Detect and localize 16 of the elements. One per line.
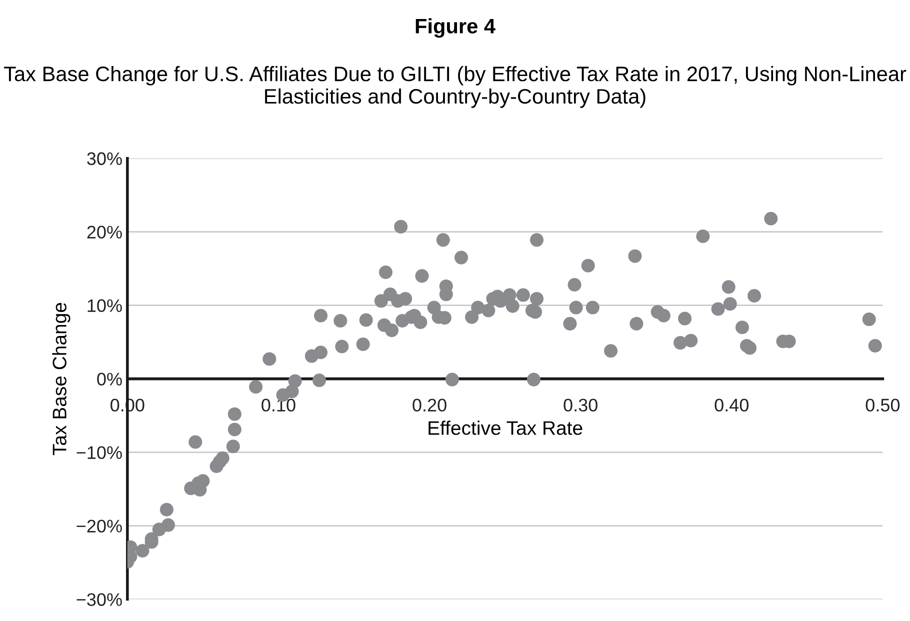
y-tick-label: 10% xyxy=(88,299,122,312)
y-tick-label: 0% xyxy=(97,372,122,386)
y-tick-label: −10% xyxy=(76,446,122,460)
y-axis-title: Tax Base Change xyxy=(52,302,70,456)
x-tick-label: 0.10 xyxy=(262,398,296,412)
x-tick-label: 0.40 xyxy=(714,398,749,412)
x-tick-label: 0.30 xyxy=(564,398,598,412)
y-tick-label: 20% xyxy=(87,226,122,239)
chart-title: Figure 4 xyxy=(416,18,496,38)
x-tick-label: 0.50 xyxy=(866,398,900,412)
chart-subtitle: Tax Base Change for U.S. Affiliates Due to GILTI (by Effective Tax Rate in 2017, Using Non-Linear Elasticities and Country-by-Country Data) xyxy=(4,66,906,108)
x-tick-label: 0.20 xyxy=(412,398,446,412)
y-tick-label: 30% xyxy=(87,152,122,166)
x-axis-title: Effective Tax Rate xyxy=(428,420,582,435)
y-tick-label: −20% xyxy=(76,520,122,532)
y-tick-label: −30% xyxy=(76,593,122,606)
